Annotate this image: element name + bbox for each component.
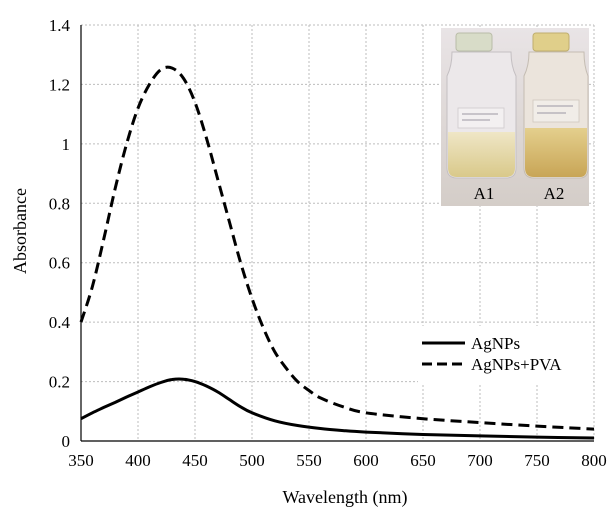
x-tick-label: 600 — [353, 451, 379, 470]
x-tick-label: 750 — [524, 451, 550, 470]
inset-label-a1: A1 — [474, 184, 495, 203]
bottle-a1 — [446, 32, 517, 179]
x-tick-label: 350 — [68, 451, 94, 470]
bottle-a2 — [523, 32, 589, 179]
x-tick-label: 500 — [239, 451, 265, 470]
inset-label-a2: A2 — [544, 184, 565, 203]
inset-photo: A1 A2 — [441, 28, 589, 206]
x-axis-title: Wavelength (nm) — [282, 487, 407, 508]
legend-background — [418, 326, 593, 384]
x-tick-label: 650 — [410, 451, 436, 470]
legend-label-agnps-pva: AgNPs+PVA — [471, 355, 562, 374]
x-tick-label: 700 — [467, 451, 493, 470]
y-tick-label: 1.4 — [49, 16, 71, 35]
y-axis-title: Absorbance — [10, 188, 30, 274]
y-tick-label: 0.6 — [49, 254, 70, 273]
legend-label-agnps: AgNPs — [471, 334, 520, 353]
y-tick-label: 1 — [62, 135, 71, 154]
series-line-agnps — [80, 377, 595, 440]
legend: AgNPs AgNPs+PVA — [418, 326, 593, 384]
x-tick-label: 450 — [182, 451, 208, 470]
series-line-agnps-pva — [79, 65, 595, 431]
x-tick-label: 400 — [125, 451, 151, 470]
series-lines — [79, 65, 595, 440]
axes: 350 400 450 500 550 600 650 700 750 800 0 0.2 0.4 0.6… — [49, 16, 607, 470]
y-tick-label: 0.4 — [49, 313, 71, 332]
x-tick-label: 550 — [296, 451, 322, 470]
y-tick-label: 0.8 — [49, 194, 70, 213]
x-tick-label: 800 — [581, 451, 607, 470]
y-tick-label: 0.2 — [49, 373, 70, 392]
y-tick-label: 0 — [62, 432, 71, 451]
y-tick-label: 1.2 — [49, 75, 70, 94]
